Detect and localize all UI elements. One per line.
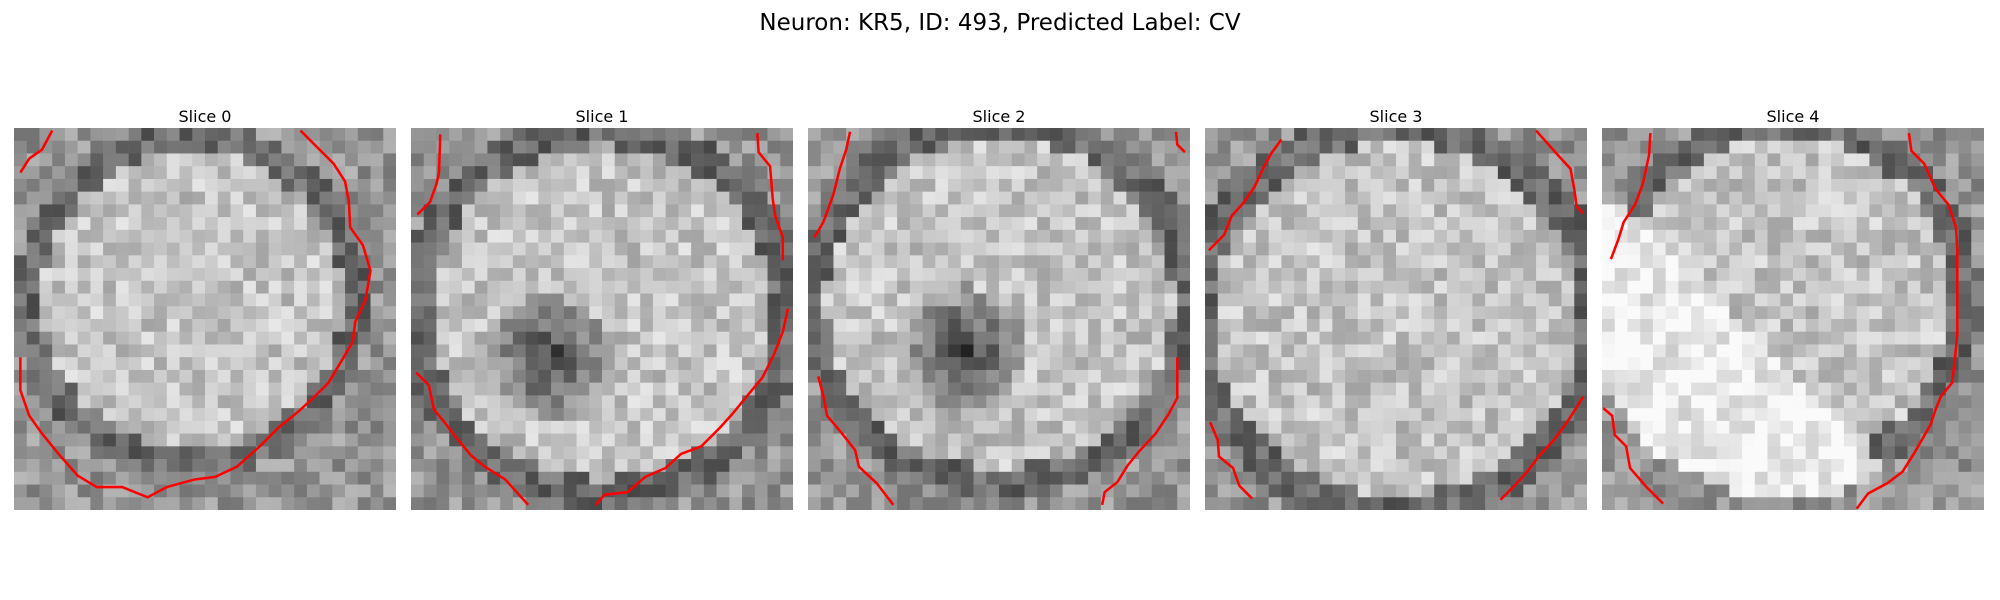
slice-1-image xyxy=(411,128,793,510)
slice-2-image xyxy=(808,128,1190,510)
slice-3-title: Slice 3 xyxy=(1205,106,1587,128)
slice-panel-1: Slice 1 xyxy=(411,106,793,510)
slice-4-image xyxy=(1602,128,1984,510)
slice-2-title: Slice 2 xyxy=(808,106,1190,128)
pixel-grid xyxy=(1602,128,1984,510)
slice-panel-0: Slice 0 xyxy=(14,106,396,510)
slice-panel-2: Slice 2 xyxy=(808,106,1190,510)
slice-panel-4: Slice 4 xyxy=(1602,106,1984,510)
pixel-grid xyxy=(1205,128,1587,510)
slice-0-title: Slice 0 xyxy=(14,106,396,128)
slice-panel-3: Slice 3 xyxy=(1205,106,1587,510)
slice-4-title: Slice 4 xyxy=(1602,106,1984,128)
slice-0-image xyxy=(14,128,396,510)
figure-title: Neuron: KR5, ID: 493, Predicted Label: C… xyxy=(0,8,2000,38)
pixel-grid xyxy=(808,128,1190,510)
pixel-grid xyxy=(14,128,396,510)
slice-3-image xyxy=(1205,128,1587,510)
slice-1-title: Slice 1 xyxy=(411,106,793,128)
